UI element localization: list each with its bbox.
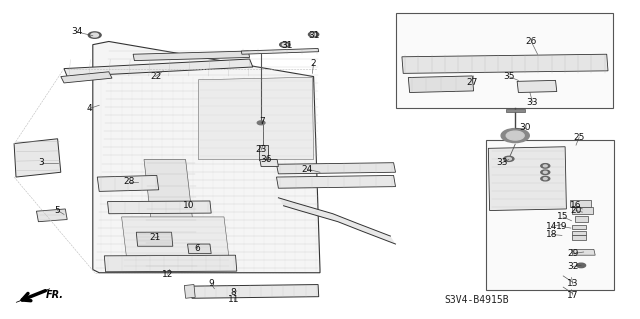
Text: 12: 12	[162, 270, 173, 279]
Text: 22: 22	[150, 72, 161, 81]
Polygon shape	[36, 209, 67, 222]
Polygon shape	[14, 139, 61, 177]
Text: 33: 33	[497, 158, 508, 167]
Text: 35: 35	[503, 72, 515, 81]
Text: 7: 7	[260, 117, 265, 126]
Text: 13: 13	[567, 279, 579, 288]
Circle shape	[504, 156, 514, 161]
Polygon shape	[396, 13, 613, 108]
Polygon shape	[517, 80, 557, 93]
Text: S3V4-B4915B: S3V4-B4915B	[445, 295, 509, 305]
Text: 29: 29	[567, 249, 579, 258]
Polygon shape	[198, 77, 314, 160]
Polygon shape	[486, 140, 614, 290]
Polygon shape	[184, 285, 195, 298]
Text: 8: 8	[231, 288, 236, 297]
Text: 21: 21	[149, 233, 161, 242]
Polygon shape	[570, 200, 591, 207]
Circle shape	[311, 33, 316, 36]
Polygon shape	[144, 160, 198, 270]
Polygon shape	[16, 289, 50, 302]
Polygon shape	[276, 175, 396, 188]
Text: 19: 19	[556, 222, 568, 231]
Polygon shape	[61, 72, 112, 83]
Text: 15: 15	[557, 212, 569, 221]
Circle shape	[88, 32, 101, 38]
Text: 2: 2	[311, 59, 316, 68]
Circle shape	[541, 164, 550, 168]
Text: 11: 11	[228, 295, 239, 304]
Text: 31: 31	[308, 31, 319, 40]
Text: 36: 36	[260, 155, 271, 164]
Text: 25: 25	[573, 133, 585, 142]
Text: 24: 24	[301, 165, 313, 174]
Polygon shape	[506, 109, 525, 112]
Text: 20: 20	[570, 206, 582, 215]
Polygon shape	[575, 216, 588, 222]
Polygon shape	[572, 249, 595, 255]
Circle shape	[257, 121, 265, 125]
Polygon shape	[122, 217, 230, 270]
Polygon shape	[402, 54, 608, 73]
Circle shape	[541, 170, 550, 174]
Text: 5: 5	[55, 206, 60, 215]
Polygon shape	[241, 48, 319, 54]
Text: 23: 23	[255, 145, 267, 154]
Polygon shape	[276, 163, 396, 174]
Polygon shape	[572, 225, 586, 229]
Text: FR.: FR.	[46, 290, 64, 300]
Circle shape	[543, 171, 547, 173]
Polygon shape	[572, 207, 593, 214]
Circle shape	[541, 176, 550, 181]
Text: 6: 6	[195, 244, 200, 253]
Polygon shape	[259, 145, 268, 160]
Text: 30: 30	[519, 123, 531, 132]
Text: 18: 18	[546, 230, 557, 239]
Polygon shape	[64, 59, 253, 77]
Polygon shape	[408, 76, 474, 93]
Polygon shape	[572, 231, 586, 235]
Circle shape	[308, 32, 319, 37]
Polygon shape	[108, 201, 211, 214]
Polygon shape	[133, 51, 250, 61]
Polygon shape	[93, 41, 320, 273]
Text: 31: 31	[281, 41, 292, 50]
Text: 16: 16	[570, 201, 582, 210]
Text: 34: 34	[71, 27, 83, 36]
Circle shape	[506, 131, 524, 140]
Text: 3: 3	[39, 158, 44, 167]
Polygon shape	[572, 235, 586, 240]
Text: 14: 14	[546, 222, 557, 231]
Text: 33: 33	[527, 98, 538, 107]
Polygon shape	[188, 244, 211, 254]
Circle shape	[506, 158, 511, 160]
Polygon shape	[104, 255, 237, 272]
Polygon shape	[488, 147, 566, 211]
Text: 10: 10	[183, 201, 195, 210]
Circle shape	[91, 33, 99, 37]
Polygon shape	[97, 175, 159, 191]
Circle shape	[501, 129, 529, 143]
Text: 26: 26	[525, 37, 537, 46]
Polygon shape	[136, 232, 173, 246]
Text: 17: 17	[567, 291, 579, 300]
Text: 4: 4	[87, 104, 92, 113]
Text: 9: 9	[209, 279, 214, 288]
Text: 32: 32	[567, 262, 579, 271]
Circle shape	[543, 178, 547, 180]
Circle shape	[577, 263, 586, 268]
Polygon shape	[278, 198, 396, 244]
Circle shape	[282, 43, 287, 46]
Text: 28: 28	[124, 177, 135, 186]
Polygon shape	[260, 160, 278, 167]
Text: 27: 27	[467, 78, 478, 87]
Circle shape	[543, 165, 547, 167]
Polygon shape	[191, 285, 319, 298]
Circle shape	[280, 42, 290, 47]
